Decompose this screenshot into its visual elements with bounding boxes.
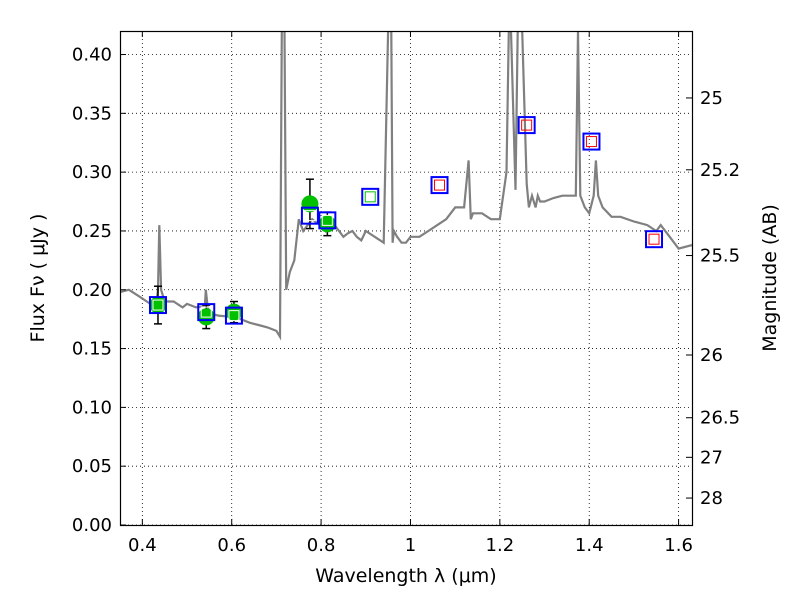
x-tick-label: 1 xyxy=(405,535,416,556)
model-flux-square xyxy=(197,303,216,322)
model-flux-square-inner xyxy=(521,119,533,131)
model-flux-square xyxy=(517,116,536,135)
model-flux-square-inner xyxy=(152,299,164,311)
model-flux-square xyxy=(582,132,601,151)
model-flux-square xyxy=(224,306,243,325)
x-axis-ticks: 0.4 0.6 0.8 1 1.2 1.4 1.6 xyxy=(128,31,693,556)
model-flux-square-inner xyxy=(321,214,333,226)
x-tick-label: 0.8 xyxy=(307,535,336,556)
y-tick-label: 0.30 xyxy=(72,162,112,183)
model-flux-square xyxy=(645,230,664,249)
model-flux-square-inner xyxy=(364,191,376,203)
model-flux-square-inner xyxy=(200,306,212,318)
y-tick-label: 0.20 xyxy=(72,280,112,301)
model-flux-square-inner xyxy=(304,210,316,222)
mag-tick-label: 25 xyxy=(700,88,723,109)
model-flux-square xyxy=(148,296,167,315)
model-flux-square-inner xyxy=(648,233,660,245)
x-tick-label: 1.4 xyxy=(575,535,604,556)
x-tick-label: 0.6 xyxy=(217,535,246,556)
x-tick-label: 1.2 xyxy=(486,535,515,556)
y-tick-label: 0.25 xyxy=(72,221,112,242)
model-flux-square xyxy=(361,187,380,206)
plot-area xyxy=(120,31,692,341)
magnitude-axis-ticks: 25 25.2 25.5 26 26.5 27 28 xyxy=(686,88,740,509)
x-tick-label: 0.4 xyxy=(128,535,157,556)
model-flux-square xyxy=(300,206,319,225)
observed-point xyxy=(301,195,319,213)
y-tick-label: 0.00 xyxy=(72,515,112,536)
mag-tick-label: 28 xyxy=(700,488,723,509)
observed-point xyxy=(225,303,243,321)
mag-tick-label: 25.5 xyxy=(700,246,740,267)
model-flux-square-inner xyxy=(228,310,240,322)
observed-point xyxy=(149,296,167,314)
mag-tick-label: 26 xyxy=(700,345,723,366)
model-spectrum-line xyxy=(120,31,692,341)
model-flux-square-inner xyxy=(434,179,446,191)
mag-tick-label: 25.2 xyxy=(700,160,740,181)
model-flux-square xyxy=(430,176,449,195)
plot-frame xyxy=(119,30,694,527)
model-flux-squares xyxy=(148,116,664,325)
model-flux-square xyxy=(318,211,337,230)
y-tick-label: 0.10 xyxy=(72,397,112,418)
observed-point xyxy=(318,215,336,233)
y-tick-label: 0.05 xyxy=(72,456,112,477)
y-axis-ticks: 0.00 0.05 0.10 0.15 0.20 0.25 0.30 0.35 0.40 xyxy=(72,45,126,536)
y-tick-label: 0.40 xyxy=(72,45,112,66)
y-tick-label: 0.15 xyxy=(72,339,112,360)
y-axis-label: Flux Fν ( μJy ) xyxy=(27,214,49,343)
mag-tick-label: 26.5 xyxy=(700,408,740,429)
mag-tick-label: 27 xyxy=(700,447,723,468)
x-axis-label: Wavelength λ (μm) xyxy=(315,565,496,587)
y-tick-label: 0.35 xyxy=(72,103,112,124)
model-flux-square-inner xyxy=(585,136,597,148)
x-tick-label: 1.6 xyxy=(664,535,693,556)
right-axis-label: Magnitude (AB) xyxy=(759,204,781,352)
